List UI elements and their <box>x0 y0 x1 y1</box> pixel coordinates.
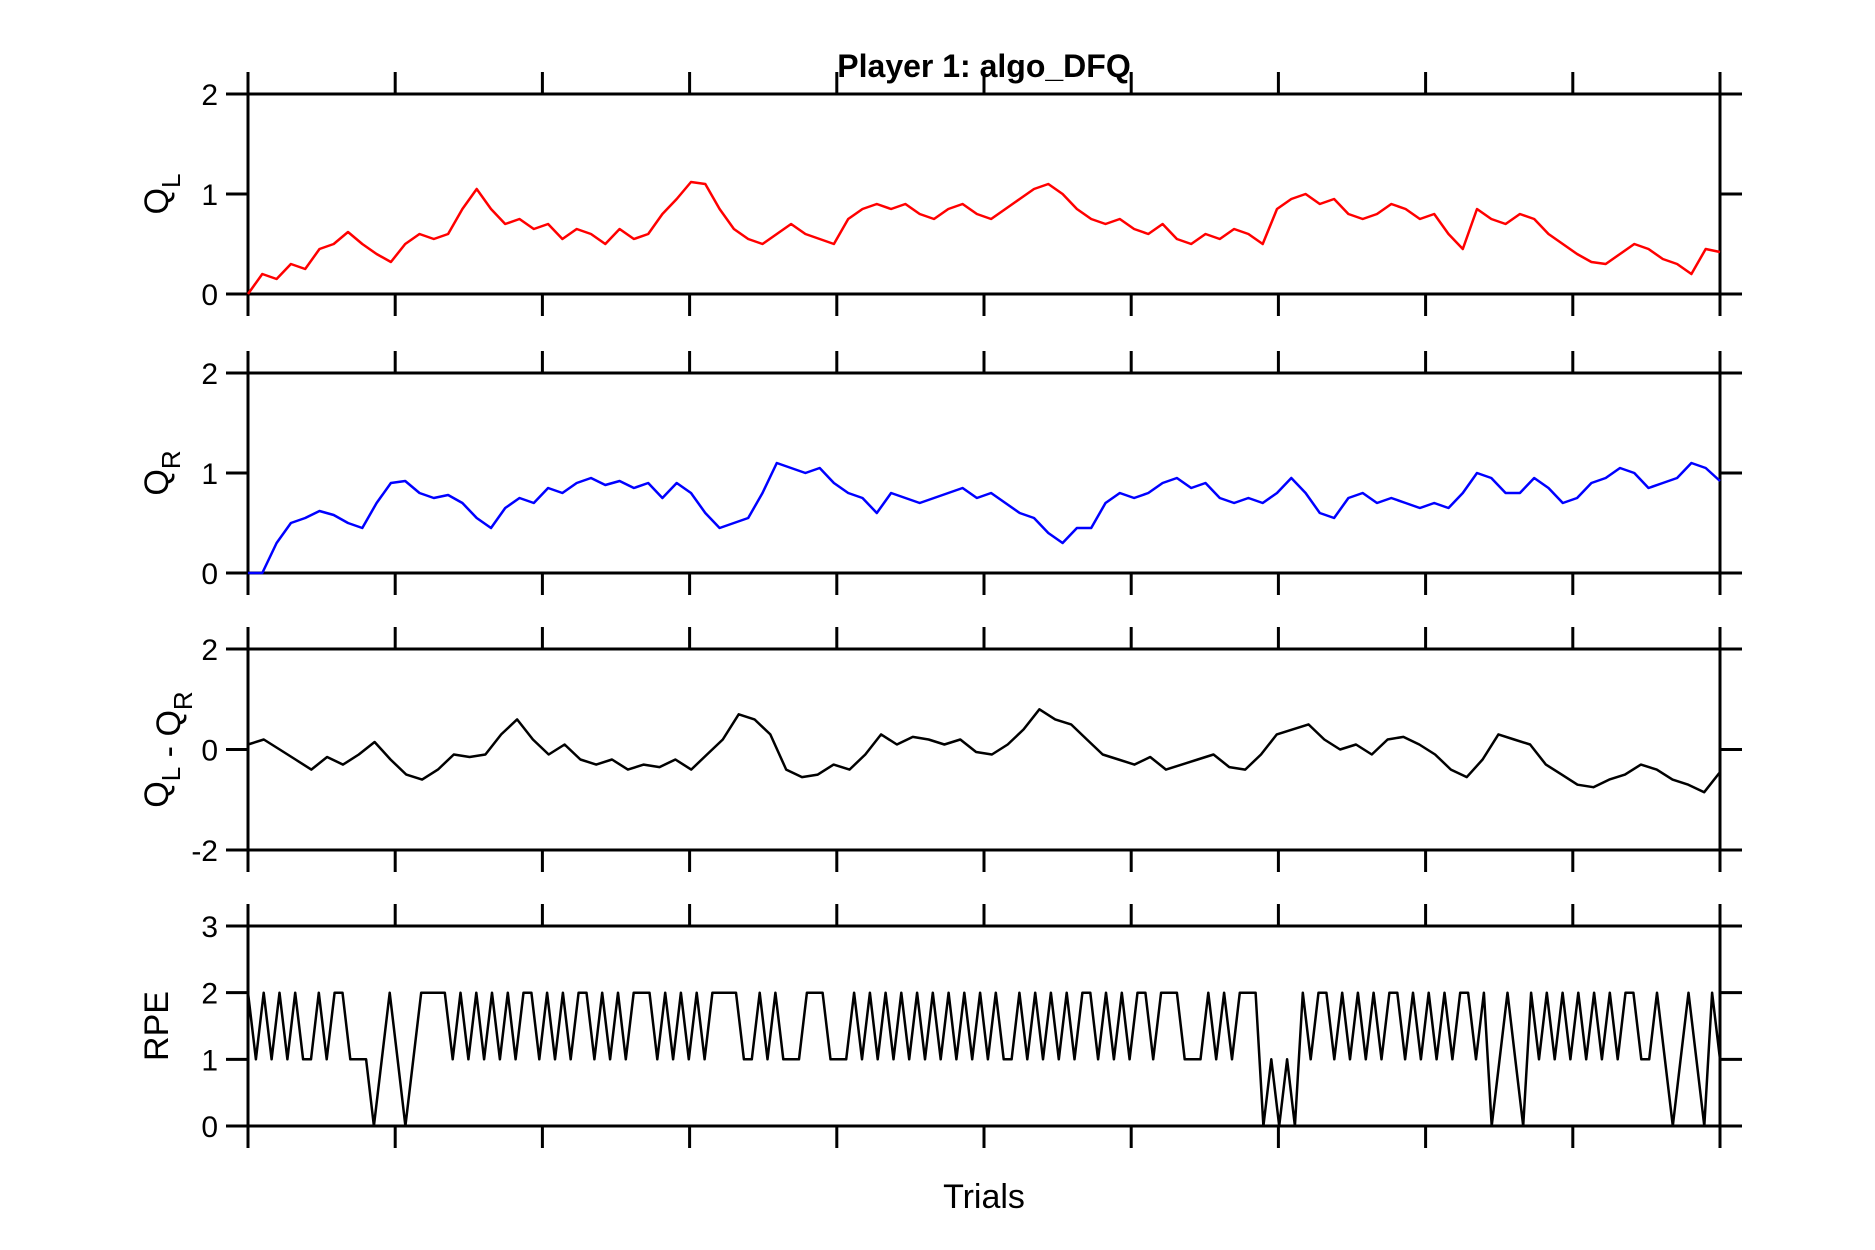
y-label-text: Q <box>138 469 176 495</box>
y-label-subscript: L <box>156 767 186 781</box>
y-label-text: RPE <box>138 991 176 1061</box>
y-axis-label: QR <box>138 450 186 495</box>
y-tick-label: 1 <box>201 1044 218 1077</box>
chart-title: Player 1: algo_DFQ <box>837 48 1130 84</box>
y-axis-label: QL <box>138 174 186 215</box>
y-tick-label: 2 <box>201 79 218 112</box>
y-label-text: - Q <box>150 710 188 767</box>
y-axis-label: QL - QR <box>138 691 198 807</box>
y-tick-label: 1 <box>201 458 218 491</box>
y-tick-label: 3 <box>201 911 218 944</box>
y-label-subscript: R <box>168 691 198 710</box>
y-tick-label: 0 <box>201 1111 218 1144</box>
y-tick-label: 0 <box>201 735 218 768</box>
axes-box <box>246 371 1722 575</box>
y-tick-label: 1 <box>201 179 218 212</box>
x-axis-label: Trials <box>943 1178 1025 1216</box>
axes-box <box>246 92 1722 296</box>
y-tick-label: 0 <box>201 279 218 312</box>
y-label-subscript: L <box>156 174 186 188</box>
y-label-text: Q <box>138 781 176 807</box>
axes-box <box>246 647 1722 852</box>
data-line <box>247 708 1721 794</box>
y-label-subscript: R <box>156 450 186 469</box>
y-tick-label: 2 <box>201 358 218 391</box>
y-tick-label: 0 <box>201 558 218 591</box>
data-line <box>246 180 1721 295</box>
y-tick-label: 2 <box>201 978 218 1011</box>
y-label-text: Q <box>138 188 176 214</box>
data-line <box>246 991 1722 1128</box>
data-line <box>248 461 1721 575</box>
y-tick-label: -2 <box>191 835 218 868</box>
y-tick-label: 2 <box>201 634 218 667</box>
y-axis-label: RPE <box>138 991 176 1061</box>
